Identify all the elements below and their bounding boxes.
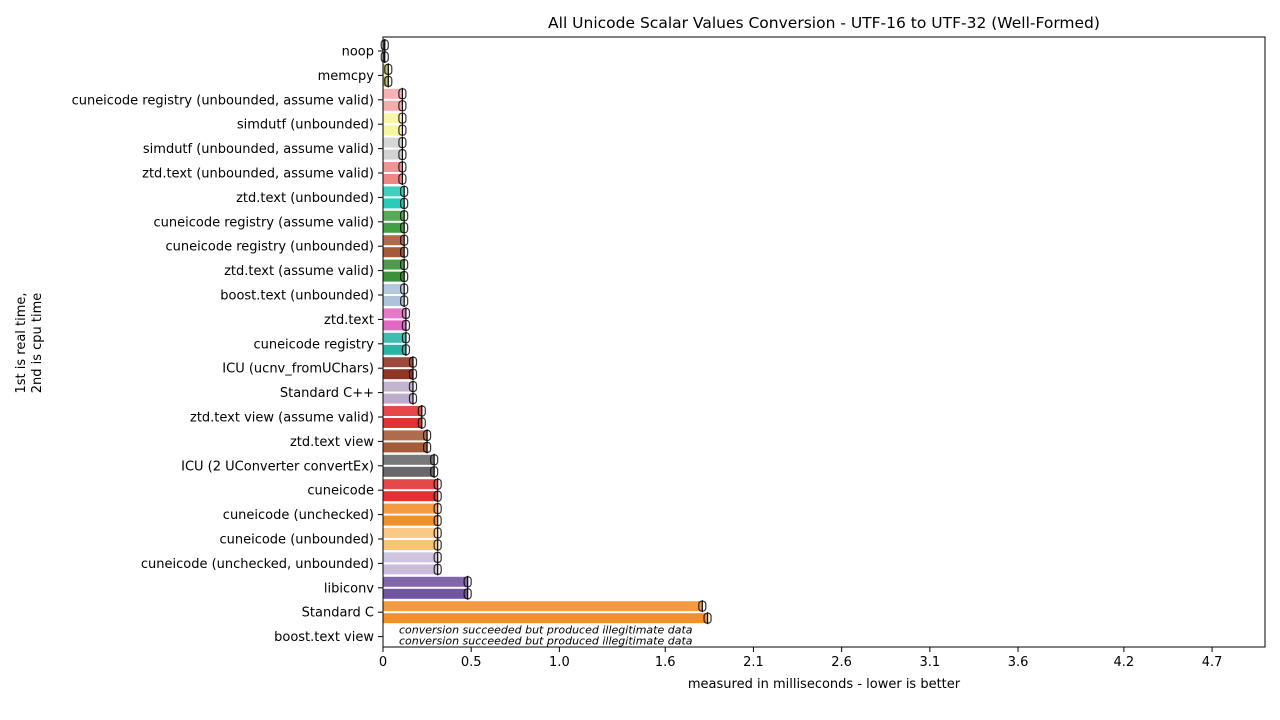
bar-real bbox=[383, 284, 405, 294]
bar-real bbox=[383, 479, 438, 490]
bar-real bbox=[383, 88, 403, 99]
bar-real bbox=[383, 162, 403, 172]
y-tick-label: libiconv bbox=[324, 581, 374, 596]
plot-frame bbox=[382, 36, 1266, 648]
x-tick-label: 2.1 bbox=[743, 655, 764, 670]
bar-real bbox=[383, 454, 435, 465]
bar-cpu bbox=[383, 540, 438, 550]
y-tick-label: cuneicode bbox=[307, 484, 374, 499]
bar-cpu bbox=[383, 125, 403, 136]
bar-cpu bbox=[383, 442, 428, 453]
y-tick-label: noop bbox=[342, 45, 374, 60]
y-tick-label: cuneicode registry bbox=[253, 337, 374, 352]
bar-real bbox=[383, 381, 413, 392]
bar-cpu bbox=[383, 222, 405, 233]
bar-cpu bbox=[383, 369, 413, 380]
y-tick-label: cuneicode (unchecked, unbounded) bbox=[141, 557, 374, 572]
y-tick-label: Standard C++ bbox=[280, 386, 374, 401]
bar-real bbox=[383, 235, 405, 246]
bar-cpu bbox=[383, 296, 405, 306]
y-tick-label: cuneicode registry (unbounded) bbox=[166, 240, 375, 255]
y-axis-label-line-2: 2nd is cpu time bbox=[30, 293, 45, 394]
bar-cpu bbox=[383, 174, 403, 184]
x-tick-label: 3.1 bbox=[919, 655, 940, 670]
y-tick-label: boost.text view bbox=[274, 630, 374, 645]
y-tick-label: simdutf (unbounded) bbox=[237, 118, 374, 133]
y-tick-label: ztd.text (unbounded, assume valid) bbox=[142, 167, 374, 182]
x-tick-label: 1.6 bbox=[655, 655, 676, 670]
x-tick-label: 4.2 bbox=[1114, 655, 1135, 670]
bar-real bbox=[383, 113, 403, 124]
x-tick-label: 4.7 bbox=[1202, 655, 1223, 670]
bar-real bbox=[383, 406, 422, 416]
y-tick-label: memcpy bbox=[318, 69, 375, 84]
y-tick-label: cuneicode registry (assume valid) bbox=[153, 215, 374, 230]
bar-real bbox=[383, 332, 406, 343]
annotation-text: conversion succeeded but produced illegi… bbox=[399, 635, 693, 648]
bar-real bbox=[383, 40, 385, 50]
bar-cpu bbox=[383, 515, 438, 526]
bar-cpu bbox=[383, 466, 435, 477]
x-tick-label: 2.6 bbox=[831, 655, 852, 670]
x-tick-label: 0.5 bbox=[461, 655, 482, 670]
y-tick-label: ICU (2 UConverter convertEx) bbox=[181, 459, 374, 474]
bar-cpu bbox=[383, 344, 406, 355]
bar-real bbox=[383, 64, 389, 75]
bar-real bbox=[383, 503, 438, 514]
bar-cpu bbox=[383, 418, 422, 428]
x-tick-label: 1.0 bbox=[549, 655, 570, 670]
bar-real bbox=[383, 552, 438, 563]
annotation-text: conversion succeeded but produced illegi… bbox=[399, 624, 693, 637]
bar-real bbox=[383, 357, 413, 368]
y-tick-label: cuneicode (unbounded) bbox=[219, 533, 374, 548]
bar-real bbox=[383, 137, 403, 148]
bar-cpu bbox=[383, 247, 405, 258]
bar-real bbox=[383, 576, 468, 587]
bar-cpu bbox=[383, 271, 405, 282]
bar-cpu bbox=[383, 393, 413, 404]
bar-real bbox=[383, 186, 405, 197]
y-tick-label: cuneicode registry (unbounded, assume va… bbox=[72, 93, 374, 108]
y-axis-label-line-1: 1st is real time, bbox=[14, 292, 29, 393]
y-tick-label: ztd.text (unbounded) bbox=[236, 191, 374, 206]
bar-cpu bbox=[383, 198, 405, 209]
bar-real bbox=[383, 528, 438, 538]
bar-cpu bbox=[383, 564, 438, 575]
bar-cpu bbox=[383, 52, 385, 62]
y-tick-label: Standard C bbox=[302, 606, 374, 621]
y-tick-label: boost.text (unbounded) bbox=[220, 289, 374, 304]
bar-cpu bbox=[383, 149, 403, 160]
y-tick-label: ztd.text view (assume valid) bbox=[190, 411, 374, 426]
y-tick-label: simdutf (unbounded, assume valid) bbox=[143, 142, 374, 157]
bar-real bbox=[383, 259, 405, 270]
y-tick-label: cuneicode (unchecked) bbox=[223, 508, 374, 523]
x-axis-label: measured in milliseconds - lower is bett… bbox=[688, 677, 961, 692]
y-tick-label: ICU (ucnv_fromUChars) bbox=[222, 362, 374, 377]
bar-real bbox=[383, 430, 428, 441]
bar-cpu bbox=[383, 320, 406, 331]
plot-area: 0 0.5 1.0 1.6 2.1 2.6 3.1 3.6 4.2 4.7 noop memcpy cu… bbox=[72, 39, 1223, 670]
bar-cpu bbox=[383, 76, 389, 87]
bar-real bbox=[383, 601, 703, 612]
x-tick-label: 3.6 bbox=[1008, 655, 1029, 670]
bar-cpu bbox=[383, 588, 468, 599]
bar-cpu bbox=[383, 491, 438, 502]
bar-cpu bbox=[383, 100, 403, 111]
bar-cpu bbox=[383, 613, 708, 624]
x-tick-label: 0 bbox=[379, 655, 387, 670]
bar-real bbox=[383, 210, 405, 221]
bar-real bbox=[383, 308, 406, 319]
y-tick-label: ztd.text view bbox=[290, 435, 374, 450]
y-tick-label: ztd.text (assume valid) bbox=[224, 264, 374, 279]
chart-title: All Unicode Scalar Values Conversion - U… bbox=[548, 14, 1100, 32]
y-tick-label: ztd.text bbox=[324, 313, 374, 328]
